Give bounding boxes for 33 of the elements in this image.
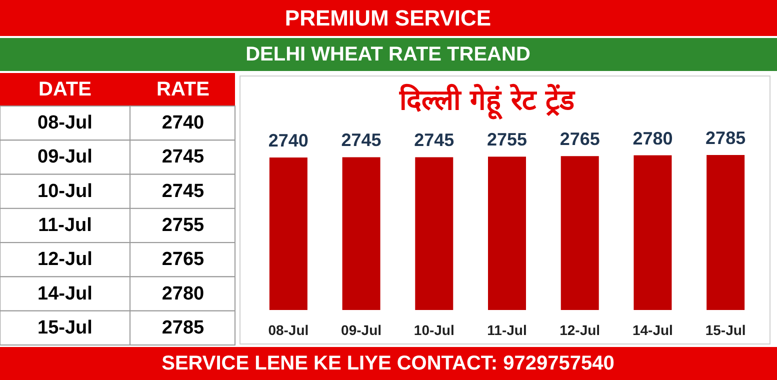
chart-title: DELHI WHEAT RATE TREAND — [246, 44, 530, 66]
x-tick-label: 14-Jul — [632, 322, 673, 338]
category-label: 14-Jul — [38, 283, 92, 304]
data-label: 2745 — [341, 130, 382, 150]
data-label: 2755 — [486, 130, 528, 150]
x-tick-label: 15-Jul — [705, 322, 746, 338]
data-label: 2740 — [162, 112, 204, 134]
data-label: 2765 — [560, 129, 600, 150]
category-label: 10-Jul — [38, 180, 92, 202]
data-label: 2765 — [162, 249, 205, 270]
x-tick-label: 09-Jul — [341, 322, 382, 338]
x-tick-label: 08-Jul — [268, 322, 309, 338]
category-label: 12-Jul — [38, 249, 92, 270]
data-label: 2780 — [162, 283, 204, 304]
data-label: 2745 — [162, 146, 205, 168]
category-label: 09-Jul — [38, 146, 92, 168]
text: RATE — [156, 78, 210, 100]
data-label: 2740 — [268, 130, 308, 151]
category-label: 08-Jul — [38, 112, 92, 134]
x-tick-label: 10-Jul — [414, 322, 454, 338]
x-tick-label: 12-Jul — [560, 322, 600, 338]
text: DATE — [38, 78, 92, 100]
chart-subtitle: दिल्ली गेहूं रेट ट्रेंड — [398, 84, 576, 120]
text: SERVICE LENE KE LIYE CONTACT: 9729757540 — [162, 352, 614, 374]
text: PREMIUM SERVICE — [284, 6, 492, 30]
category-label: 11-Jul — [38, 215, 92, 236]
x-tick-label: 11-Jul — [487, 322, 527, 338]
data-label: 2780 — [632, 128, 673, 148]
data-label: 2755 — [162, 215, 205, 236]
data-label: 2745 — [414, 130, 454, 150]
data-label: 2745 — [162, 180, 205, 202]
data-label: 2785 — [162, 317, 205, 338]
data-label: 2785 — [706, 128, 746, 148]
